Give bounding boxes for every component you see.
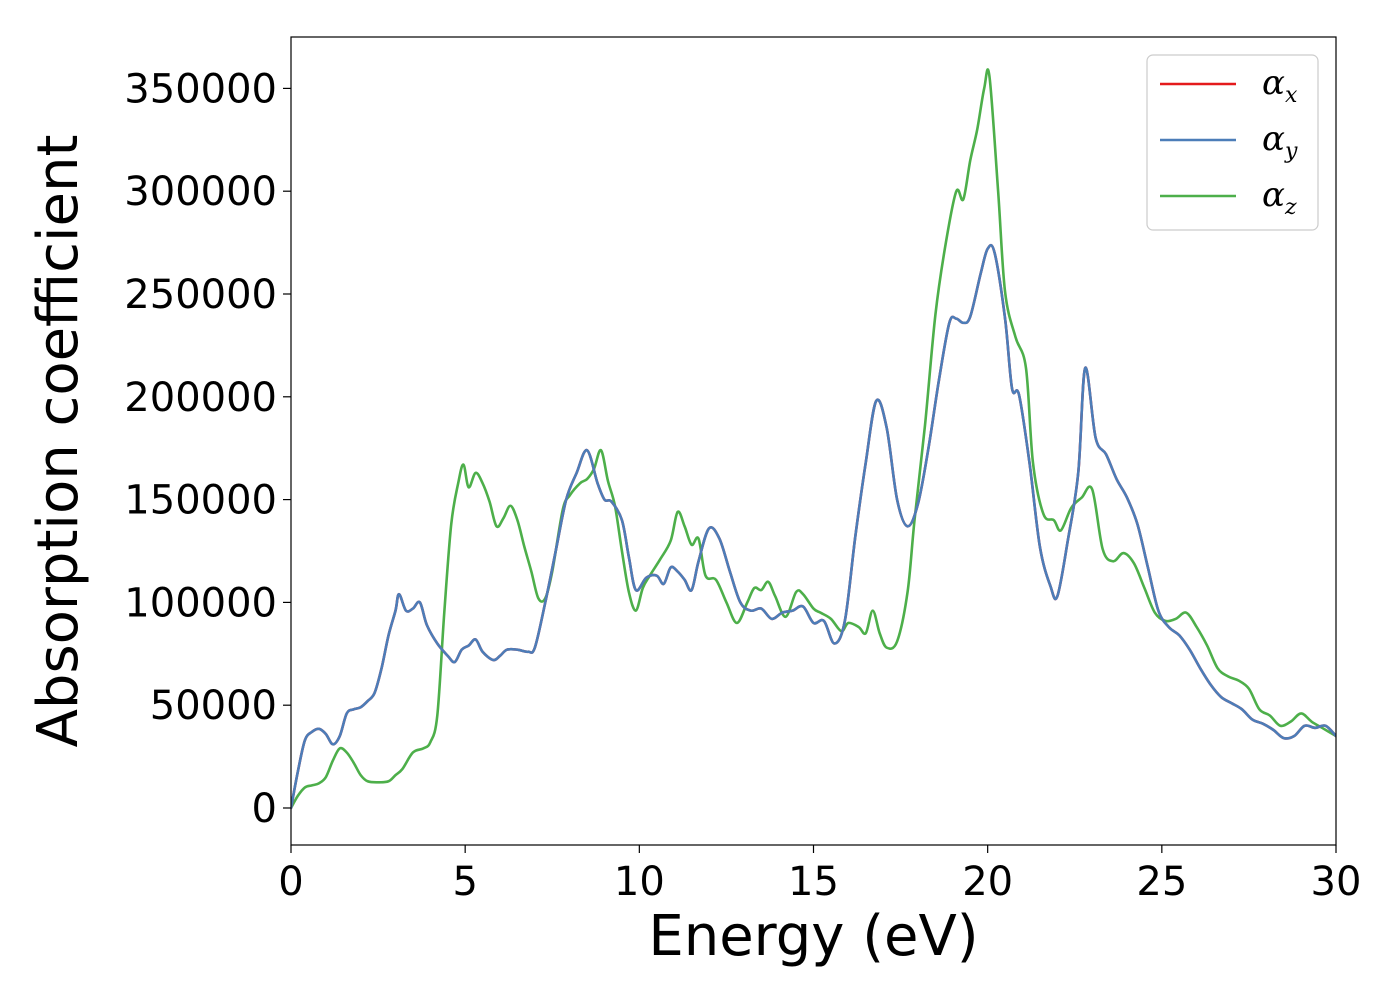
legend-box — [1146, 54, 1319, 231]
legend-subscript: y — [1284, 139, 1298, 164]
x-tick-label: 30 — [1311, 859, 1362, 905]
x-tick-label: 25 — [1136, 859, 1187, 905]
y-tick-label: 300000 — [124, 169, 277, 215]
y-tick-label: 50000 — [150, 683, 277, 729]
legend-symbol: α — [1262, 119, 1285, 159]
y-tick-label: 200000 — [124, 375, 277, 421]
legend-label-z: αz — [1262, 175, 1297, 220]
x-tick-label: 20 — [962, 859, 1013, 905]
legend-label-x: αx — [1262, 63, 1298, 108]
y-tick-label: 0 — [252, 786, 277, 832]
legend-label-y: αy — [1262, 119, 1298, 164]
x-axis: 0 5 10 15 20 25 30 — [278, 845, 1361, 905]
legend-symbol: α — [1262, 175, 1285, 215]
x-tick-label: 5 — [452, 859, 477, 905]
y-axis: 0 50000 100000 150000 200000 250000 300000 3500… — [124, 66, 291, 832]
y-tick-label: 150000 — [124, 478, 277, 524]
x-tick-label: 10 — [614, 859, 665, 905]
legend-subscript: x — [1285, 83, 1298, 108]
legend-symbol: α — [1262, 63, 1285, 103]
x-tick-label: 0 — [278, 859, 303, 905]
y-axis-label: Absorption coefficient — [26, 135, 91, 748]
y-tick-label: 350000 — [124, 66, 277, 112]
series-layer — [291, 68, 1336, 810]
y-tick-label: 250000 — [124, 272, 277, 318]
y-tick-label: 100000 — [124, 580, 277, 626]
x-axis-label: Energy (eV) — [648, 904, 978, 969]
legend-subscript: z — [1284, 195, 1297, 220]
series-line-y — [291, 243, 1336, 810]
series-line-z — [291, 68, 1336, 810]
x-tick-label: 15 — [788, 859, 839, 905]
